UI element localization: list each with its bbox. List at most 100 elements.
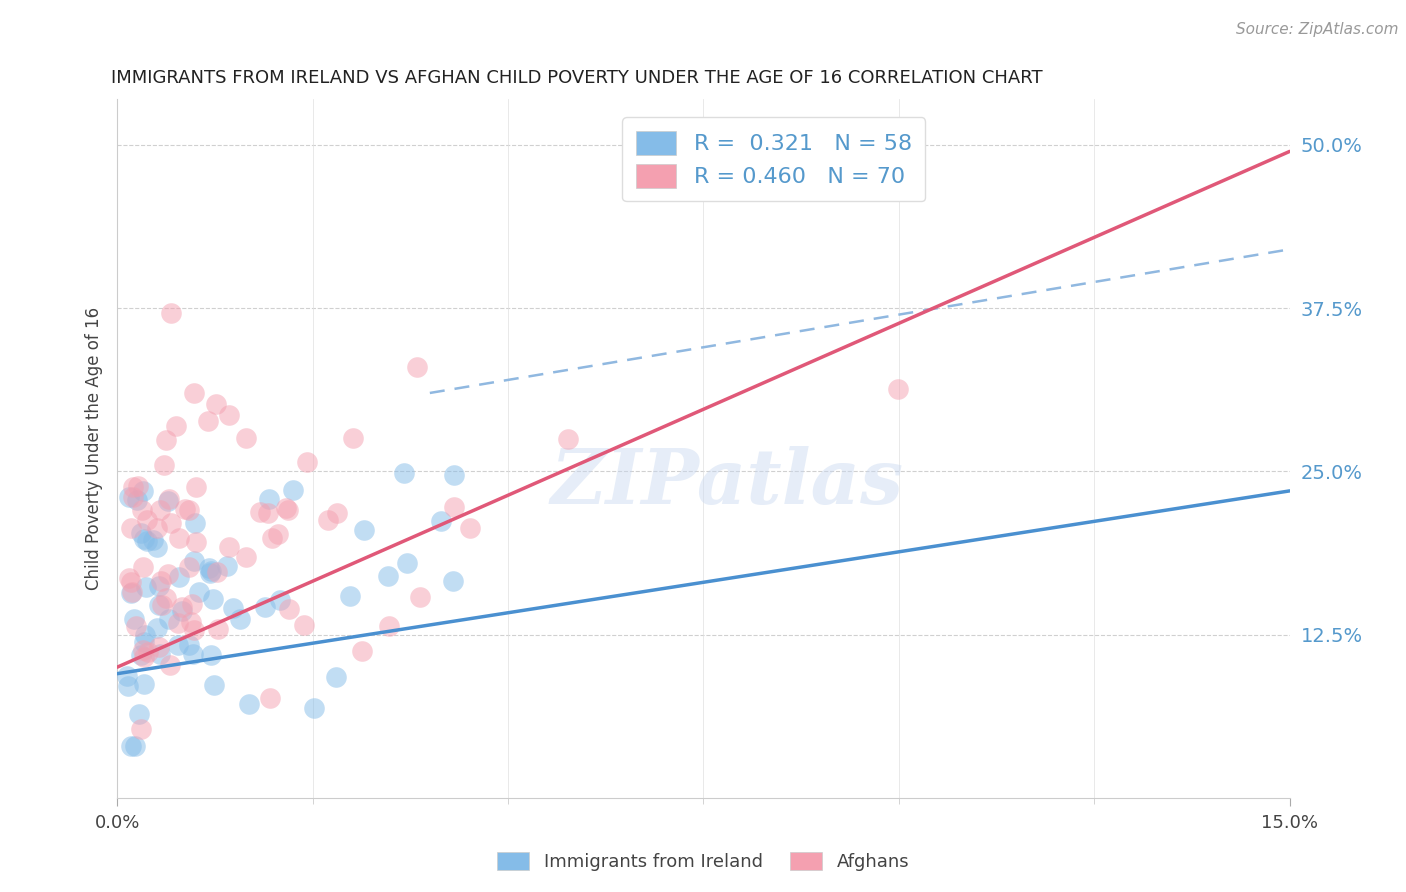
Point [134, 628, 156, 642]
Point [183, 553, 205, 567]
Point [155, 591, 177, 605]
Point [201, 592, 224, 607]
Point [278, 601, 301, 615]
Text: ZIPatlas: ZIPatlas [550, 446, 904, 520]
Point [129, 722, 152, 736]
Point [148, 578, 170, 592]
Point [180, 597, 202, 611]
Point [205, 397, 228, 411]
Point [132, 642, 155, 657]
Point [167, 616, 190, 631]
Point [120, 739, 142, 753]
Legend: R =  0.321   N = 58, R = 0.460   N = 70: R = 0.321 N = 58, R = 0.460 N = 70 [623, 117, 925, 202]
Point [238, 698, 260, 712]
Point [202, 678, 225, 692]
Text: Source: ZipAtlas.com: Source: ZipAtlas.com [1236, 22, 1399, 37]
Point [352, 644, 374, 658]
Point [443, 500, 465, 515]
Point [169, 570, 191, 584]
Point [146, 541, 169, 555]
Point [295, 455, 318, 469]
Point [117, 679, 139, 693]
Point [277, 502, 299, 516]
Point [131, 484, 153, 499]
Point [183, 623, 205, 637]
Point [458, 521, 481, 535]
Point [200, 648, 222, 662]
Point [115, 669, 138, 683]
Point [152, 458, 174, 472]
Point [197, 414, 219, 428]
Point [302, 701, 325, 715]
Point [179, 638, 201, 652]
Point [118, 491, 141, 505]
Point [157, 566, 180, 581]
Point [148, 640, 170, 654]
Point [157, 491, 180, 506]
Point [409, 590, 432, 604]
Point [557, 432, 579, 446]
Point [149, 574, 172, 588]
Point [149, 648, 172, 662]
Point [120, 586, 142, 600]
Point [167, 531, 190, 545]
Point [406, 359, 429, 374]
Point [215, 558, 238, 573]
Point [179, 503, 201, 517]
Point [122, 612, 145, 626]
Point [281, 483, 304, 497]
Point [887, 383, 910, 397]
Y-axis label: Child Poverty Under the Age of 16: Child Poverty Under the Age of 16 [86, 307, 103, 590]
Point [292, 617, 315, 632]
Point [443, 468, 465, 483]
Point [122, 490, 145, 504]
Point [200, 566, 222, 581]
Point [198, 561, 221, 575]
Point [129, 525, 152, 540]
Point [132, 634, 155, 648]
Point [378, 619, 401, 633]
Point [392, 467, 415, 481]
Point [135, 580, 157, 594]
Point [146, 521, 169, 535]
Point [152, 598, 174, 612]
Point [269, 593, 291, 607]
Point [120, 521, 142, 535]
Point [218, 408, 240, 422]
Point [156, 493, 179, 508]
Point [253, 600, 276, 615]
Point [207, 622, 229, 636]
Point [131, 559, 153, 574]
Point [276, 500, 298, 515]
Point [441, 574, 464, 589]
Point [131, 503, 153, 517]
Point [121, 480, 143, 494]
Point [188, 585, 211, 599]
Point [174, 501, 197, 516]
Point [134, 650, 156, 665]
Point [118, 571, 141, 585]
Point [136, 533, 159, 548]
Point [136, 645, 159, 659]
Point [160, 516, 183, 531]
Point [262, 531, 284, 545]
Point [167, 638, 190, 652]
Point [377, 568, 399, 582]
Point [257, 507, 280, 521]
Point [128, 707, 150, 722]
Point [142, 533, 165, 548]
Point [207, 566, 229, 580]
Point [342, 431, 364, 445]
Point [155, 433, 177, 447]
Point [339, 589, 361, 603]
Point [235, 549, 257, 564]
Point [396, 556, 419, 570]
Point [184, 516, 207, 531]
Point [127, 479, 149, 493]
Point [146, 621, 169, 635]
Point [259, 491, 281, 506]
Point [249, 505, 271, 519]
Point [430, 514, 453, 528]
Point [184, 535, 207, 549]
Legend: Immigrants from Ireland, Afghans: Immigrants from Ireland, Afghans [489, 845, 917, 879]
